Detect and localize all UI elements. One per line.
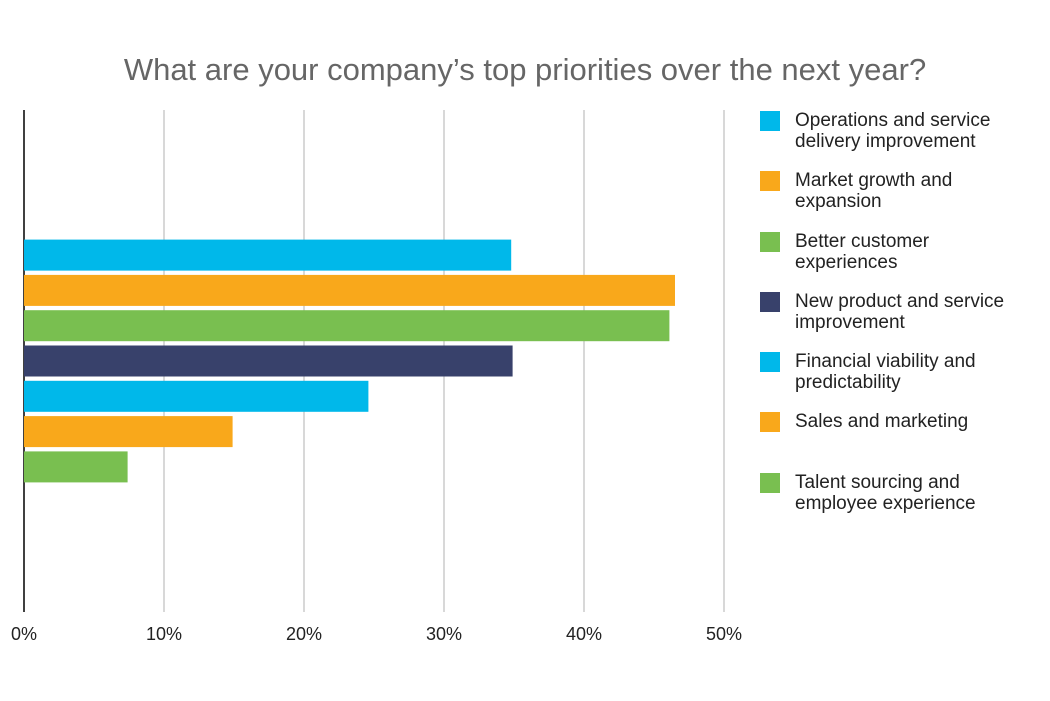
legend-item: New product and service improvement [760, 291, 1020, 351]
bar [24, 416, 233, 448]
x-tick-label: 0% [11, 624, 37, 644]
legend-label: Talent sourcing and employee experience [795, 471, 976, 514]
legend-label: Market growth and expansion [795, 170, 953, 213]
chart-title: What are your company’s top priorities o… [124, 52, 926, 87]
legend-item: Sales and marketing [760, 411, 1020, 471]
x-tick-label: 30% [426, 624, 462, 644]
legend-label: New product and service improvement [795, 290, 1005, 333]
legend-swatch [760, 412, 780, 433]
bar [24, 274, 675, 306]
bar [24, 239, 512, 271]
legend-swatch [760, 352, 780, 373]
legend-swatch [760, 291, 780, 312]
legend-swatch [760, 171, 780, 192]
legend-label: Better customer experiences [795, 230, 930, 273]
legend-item: Financial viability and predictability [760, 351, 1020, 411]
legend-item: Talent sourcing and employee experience [760, 472, 1020, 532]
bar [24, 310, 670, 342]
bar [24, 451, 128, 483]
legend-label: Operations and service delivery improvem… [795, 110, 991, 152]
x-tick-label: 10% [146, 624, 182, 644]
bar [24, 380, 369, 412]
legend-swatch [760, 472, 780, 493]
legend-item: Better customer experiences [760, 231, 1020, 291]
legend-item: Operations and service delivery improvem… [760, 110, 1020, 170]
x-tick-label: 40% [566, 624, 602, 644]
x-tick-label: 20% [286, 624, 322, 644]
legend-label: Sales and marketing [795, 411, 969, 433]
legend-label: Financial viability and predictability [795, 351, 976, 394]
legend-item: Market growth and expansion [760, 170, 1020, 230]
x-tick-label: 50% [706, 624, 742, 644]
bar [24, 345, 513, 377]
legend-swatch [760, 111, 780, 131]
legend: Operations and service delivery improvem… [760, 110, 1020, 532]
legend-swatch [760, 231, 780, 252]
